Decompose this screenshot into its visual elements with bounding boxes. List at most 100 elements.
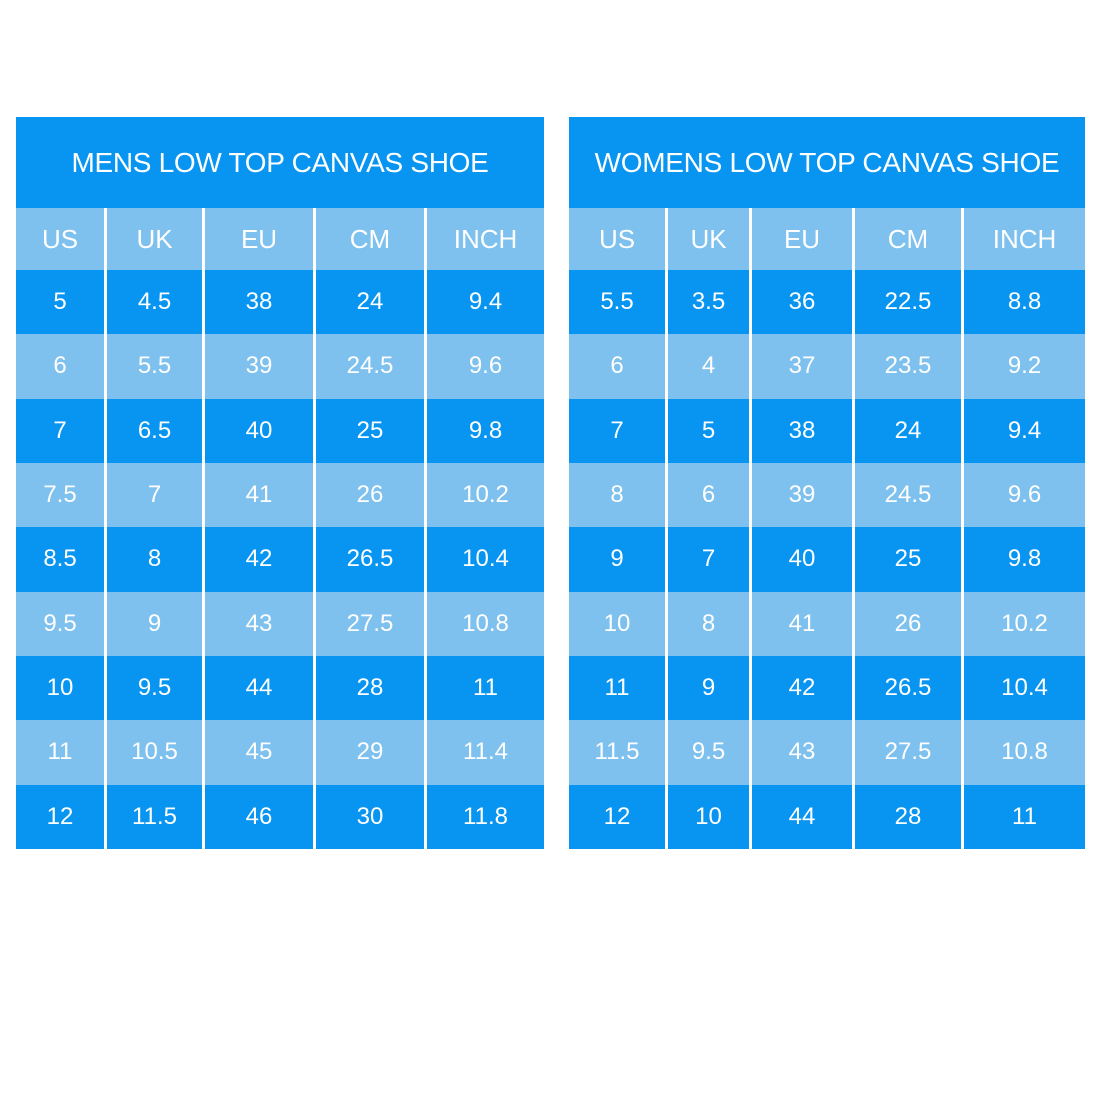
size-cell: 6 <box>668 462 749 528</box>
size-cell: 10.5 <box>107 720 202 785</box>
size-cell: 7 <box>107 462 202 528</box>
size-cell: 4.5 <box>107 270 202 335</box>
size-cell: 37 <box>752 334 852 399</box>
size-cell: 9.5 <box>668 720 749 785</box>
size-cell: 11.4 <box>427 720 544 785</box>
size-cell: 11.5 <box>569 720 665 785</box>
size-charts: MENS LOW TOP CANVAS SHOE US UK EU CM INCH 5 4.… <box>16 117 1085 849</box>
size-cell: 10 <box>569 591 665 656</box>
size-cell: 24.5 <box>855 462 961 528</box>
column-header-uk: UK <box>668 208 749 270</box>
size-cell: 9.5 <box>16 591 104 656</box>
size-cell: 43 <box>752 720 852 785</box>
size-cell: 9.6 <box>427 334 544 399</box>
size-cell: 24 <box>316 270 424 335</box>
size-cell: 8.8 <box>964 270 1085 335</box>
size-cell: 29 <box>316 720 424 785</box>
size-cell: 10.2 <box>964 591 1085 656</box>
size-cell: 6 <box>16 334 104 399</box>
table-title-mens: MENS LOW TOP CANVAS SHOE <box>16 117 544 208</box>
size-cell: 9 <box>668 655 749 721</box>
size-cell: 40 <box>205 398 313 463</box>
size-cell: 24 <box>855 398 961 463</box>
size-cell: 43 <box>205 591 313 656</box>
size-cell: 5.5 <box>569 270 665 335</box>
size-cell: 3.5 <box>668 270 749 335</box>
size-cell: 22.5 <box>855 270 961 335</box>
size-cell: 25 <box>855 527 961 592</box>
size-cell: 7 <box>569 398 665 463</box>
size-cell: 10 <box>668 784 749 849</box>
size-cell: 45 <box>205 720 313 785</box>
column-header-cm: CM <box>316 208 424 270</box>
column-header-eu: EU <box>205 208 313 270</box>
size-cell: 9.8 <box>427 398 544 463</box>
size-cell: 46 <box>205 784 313 849</box>
size-cell: 5 <box>16 270 104 335</box>
size-cell: 9.2 <box>964 334 1085 399</box>
size-cell: 36 <box>752 270 852 335</box>
size-cell: 7 <box>668 527 749 592</box>
size-cell: 9 <box>107 591 202 656</box>
size-cell: 11 <box>16 720 104 785</box>
column-header-us: US <box>569 208 665 270</box>
size-cell: 26 <box>316 462 424 528</box>
column-header-inch: INCH <box>427 208 544 270</box>
size-cell: 27.5 <box>855 720 961 785</box>
size-cell: 28 <box>316 655 424 721</box>
size-cell: 25 <box>316 398 424 463</box>
size-cell: 7.5 <box>16 462 104 528</box>
size-cell: 27.5 <box>316 591 424 656</box>
size-cell: 10.4 <box>427 527 544 592</box>
size-cell: 40 <box>752 527 852 592</box>
size-cell: 30 <box>316 784 424 849</box>
size-cell: 9.6 <box>964 462 1085 528</box>
size-cell: 26 <box>855 591 961 656</box>
column-header-uk: UK <box>107 208 202 270</box>
size-cell: 12 <box>16 784 104 849</box>
column-header-us: US <box>16 208 104 270</box>
size-cell: 12 <box>569 784 665 849</box>
column-header-cm: CM <box>855 208 961 270</box>
size-table-mens: MENS LOW TOP CANVAS SHOE US UK EU CM INCH 5 4.… <box>16 117 544 849</box>
table-grid-womens: US UK EU CM INCH 5.5 3.5 36 22.5 8.8 6 4 37 23.5 9.2 7 5… <box>569 208 1085 849</box>
size-cell: 8.5 <box>16 527 104 592</box>
size-cell: 10.2 <box>427 462 544 528</box>
size-cell: 9.4 <box>427 270 544 335</box>
size-cell: 9 <box>569 527 665 592</box>
size-cell: 39 <box>752 462 852 528</box>
size-cell: 11 <box>569 655 665 721</box>
size-cell: 7 <box>16 398 104 463</box>
size-cell: 4 <box>668 334 749 399</box>
size-cell: 41 <box>205 462 313 528</box>
size-cell: 23.5 <box>855 334 961 399</box>
size-cell: 8 <box>569 462 665 528</box>
size-cell: 10.4 <box>964 655 1085 721</box>
size-cell: 38 <box>752 398 852 463</box>
size-cell: 6 <box>569 334 665 399</box>
size-cell: 9.4 <box>964 398 1085 463</box>
size-cell: 42 <box>205 527 313 592</box>
table-title-womens: WOMENS LOW TOP CANVAS SHOE <box>569 117 1085 208</box>
size-cell: 11.8 <box>427 784 544 849</box>
size-cell: 39 <box>205 334 313 399</box>
size-cell: 44 <box>752 784 852 849</box>
size-cell: 8 <box>668 591 749 656</box>
size-cell: 10.8 <box>964 720 1085 785</box>
size-cell: 10.8 <box>427 591 544 656</box>
column-header-inch: INCH <box>964 208 1085 270</box>
size-cell: 8 <box>107 527 202 592</box>
size-cell: 5.5 <box>107 334 202 399</box>
size-cell: 24.5 <box>316 334 424 399</box>
size-table-womens: WOMENS LOW TOP CANVAS SHOE US UK EU CM INCH 5… <box>569 117 1085 849</box>
size-cell: 26.5 <box>855 655 961 721</box>
size-cell: 38 <box>205 270 313 335</box>
size-cell: 44 <box>205 655 313 721</box>
size-cell: 11.5 <box>107 784 202 849</box>
size-cell: 28 <box>855 784 961 849</box>
size-cell: 6.5 <box>107 398 202 463</box>
size-cell: 5 <box>668 398 749 463</box>
size-cell: 10 <box>16 655 104 721</box>
size-cell: 9.8 <box>964 527 1085 592</box>
